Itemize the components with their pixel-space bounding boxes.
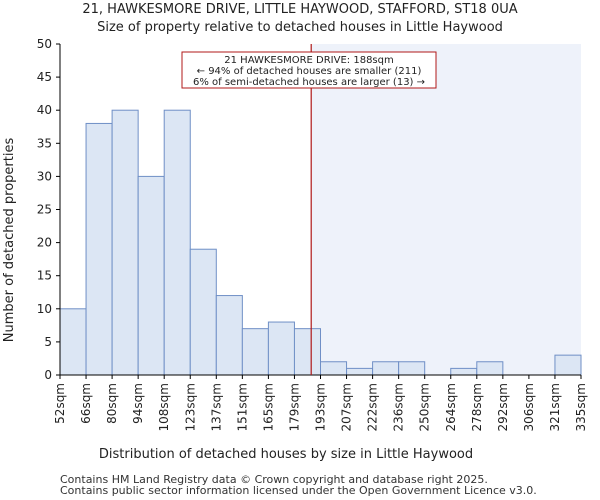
- annotation-line-1: 21 HAWKESMORE DRIVE: 188sqm: [224, 55, 393, 66]
- x-tick-label: 335sqm: [574, 383, 588, 431]
- y-tick-label: 45: [37, 70, 52, 84]
- x-axis-label: Distribution of detached houses by size …: [99, 447, 473, 462]
- x-tick-label: 108sqm: [157, 383, 171, 431]
- x-tick-label: 52sqm: [53, 383, 67, 424]
- chart-title: 21, HAWKESMORE DRIVE, LITTLE HAYWOOD, ST…: [82, 2, 518, 17]
- x-tick-label: 151sqm: [235, 383, 249, 431]
- bar: [450, 367, 478, 376]
- x-tick-label: 137sqm: [209, 383, 223, 431]
- bar: [320, 361, 348, 376]
- bar: [267, 321, 295, 376]
- y-tick-label: 5: [44, 335, 52, 349]
- x-tick-label: 250sqm: [418, 383, 432, 431]
- y-tick-label: 50: [37, 37, 52, 51]
- bar: [398, 361, 426, 376]
- bar: [215, 295, 243, 376]
- y-axis-label: Number of detached properties: [2, 138, 17, 343]
- annotation-line-3: 6% of semi-detached houses are larger (1…: [193, 77, 425, 88]
- x-tick-label: 193sqm: [314, 383, 328, 431]
- bar: [137, 175, 165, 376]
- x-tick-label: 179sqm: [287, 383, 301, 431]
- chart-subtitle: Size of property relative to detached ho…: [97, 20, 503, 35]
- y-tick-label: 35: [37, 136, 52, 150]
- bar: [189, 248, 217, 376]
- y-tick-label: 25: [37, 203, 52, 217]
- y-tick-label: 40: [37, 103, 52, 117]
- bar: [293, 328, 322, 376]
- bar: [59, 308, 87, 376]
- x-tick-label: 222sqm: [366, 383, 380, 431]
- annotation-box: [181, 51, 437, 89]
- x-tick-label: 165sqm: [261, 383, 275, 431]
- x-tick-label: 278sqm: [470, 383, 484, 431]
- x-tick-label: 94sqm: [131, 383, 145, 424]
- x-tick-label: 264sqm: [444, 383, 458, 431]
- y-tick-label: 10: [37, 302, 52, 316]
- y-tick-label: 20: [37, 236, 52, 250]
- y-tick-label: 30: [37, 169, 52, 183]
- annotation-line-2: ← 94% of detached houses are smaller (21…: [197, 66, 422, 77]
- footer-line-1: Contains HM Land Registry data © Crown c…: [60, 473, 488, 486]
- x-tick-label: 292sqm: [496, 383, 510, 431]
- y-tick-label: 0: [44, 368, 52, 382]
- x-tick-label: 80sqm: [105, 383, 119, 424]
- x-tick-label: 207sqm: [340, 383, 354, 431]
- bar: [111, 109, 139, 376]
- bar: [476, 361, 504, 376]
- bar: [372, 361, 400, 376]
- larger-region-shade: [311, 44, 581, 375]
- bar: [346, 367, 374, 376]
- x-tick-label: 306sqm: [522, 383, 536, 431]
- x-tick-label: 66sqm: [79, 383, 93, 424]
- x-tick-label: 236sqm: [392, 383, 406, 431]
- y-tick-label: 15: [37, 269, 52, 283]
- bar: [85, 122, 113, 376]
- x-tick-label: 321sqm: [548, 383, 562, 431]
- bar: [241, 328, 269, 376]
- bar: [554, 354, 582, 376]
- bar: [163, 109, 191, 376]
- footer-line-2: Contains public sector information licen…: [60, 484, 537, 497]
- x-tick-label: 123sqm: [183, 383, 197, 431]
